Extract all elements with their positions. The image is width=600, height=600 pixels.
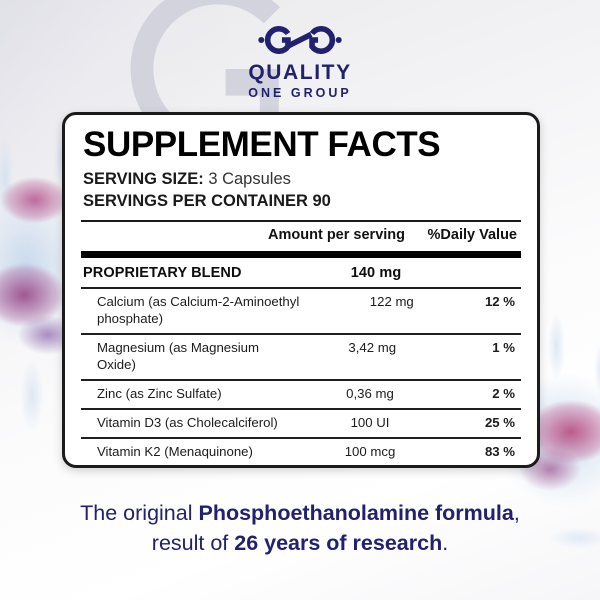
column-headers: Amount per serving %Daily Value [81, 222, 521, 247]
table-row: Magnesium (as Magnesium Oxide) 3,42 mg 1… [81, 335, 521, 379]
tagline: The original Phosphoethanolamine formula… [0, 498, 600, 558]
ingredient-amount: 0,36 mg [346, 385, 394, 401]
serving-size-separator: : [198, 169, 204, 188]
ingredient-daily-value: 2 % [492, 385, 515, 401]
ingredient-name: Zinc (as Zinc Sulfate) [97, 385, 222, 401]
rule-below-blend [81, 287, 521, 290]
servings-per-container-text: SERVINGS PER CONTAINER 90 [83, 192, 331, 211]
brand-subtitle: ONE GROUP [248, 86, 352, 101]
qg-monogram-icon [258, 26, 342, 54]
ingredient-name: Vitamin D3 (as Cholecalciferol) [97, 414, 278, 430]
row-separator [81, 436, 521, 439]
column-header-daily-value: %Daily Value [427, 227, 517, 244]
proprietary-blend-amount: 140 mg [350, 265, 402, 282]
rule-above-headers [81, 220, 521, 223]
ingredient-daily-value: 1 % [492, 340, 515, 355]
tagline-line2-bold: 26 years of research [234, 531, 443, 556]
serving-size-value: 3 Capsules [208, 169, 291, 188]
brand-lockup: QUALITY ONE GROUP [0, 24, 600, 100]
row-separator [81, 465, 521, 467]
serving-size-label: SERVING SIZE [83, 169, 199, 188]
brand-name: QUALITY [248, 61, 352, 84]
ingredient-daily-value: 83 % [484, 443, 515, 459]
ingredient-name: Calcium (as Calcium-2-Aminoethyl phospha… [97, 294, 300, 327]
servings-per-container-line: SERVINGS PER CONTAINER 90 [83, 191, 521, 213]
row-separator [81, 378, 521, 381]
panel-title: SUPPLEMENT FACTS [83, 125, 441, 164]
table-row: Calcium (as Calcium-2-Aminoethyl phospha… [81, 289, 521, 333]
table-row: Vitamin D3 (as Cholecalciferol) 100 UI 2… [81, 410, 521, 437]
ingredient-daily-value: 12 % [484, 294, 515, 310]
tagline-line-1: The original Phosphoethanolamine formula… [24, 498, 576, 528]
ingredient-amount: 100 mcg [344, 443, 396, 459]
row-separator [81, 407, 521, 410]
tagline-line1-bold: Phosphoethanolamine formula [198, 501, 514, 525]
ingredient-amount: 122 mg [369, 294, 414, 310]
table-row: Zinc (as Zinc Sulfate) 0,36 mg 2 % [81, 381, 521, 408]
row-separator [81, 333, 521, 335]
proprietary-blend-name: PROPRIETARY BLEND [83, 265, 242, 282]
tagline-line2-prefix: result of [151, 531, 235, 556]
tagline-line-2: result of 26 years of research. [24, 528, 576, 558]
column-header-amount: Amount per serving [268, 227, 405, 244]
rule-thick-separator [81, 251, 521, 259]
tagline-line1-suffix: , [513, 501, 520, 525]
ingredient-name: Magnesium (as Magnesium Oxide) [97, 340, 259, 372]
table-row: Vitamin K2 (Menaquinone) 100 mcg 83 % [81, 439, 521, 465]
ingredient-amount: 3,42 mg [348, 340, 397, 355]
supplement-facts-card: SUPPLEMENT FACTS SERVING SIZE: 3 Capsule… [62, 112, 540, 468]
serving-size-line: SERVING SIZE: 3 Capsules [83, 169, 521, 191]
ingredient-name: Vitamin K2 (Menaquinone) [97, 443, 253, 459]
tagline-line1-prefix: The original [80, 501, 199, 525]
proprietary-blend-row: PROPRIETARY BLEND 140 mg [81, 258, 521, 287]
ingredient-daily-value: 25 % [484, 414, 515, 430]
tagline-line2-suffix: . [442, 531, 449, 556]
ingredient-amount: 100 UI [350, 414, 390, 430]
